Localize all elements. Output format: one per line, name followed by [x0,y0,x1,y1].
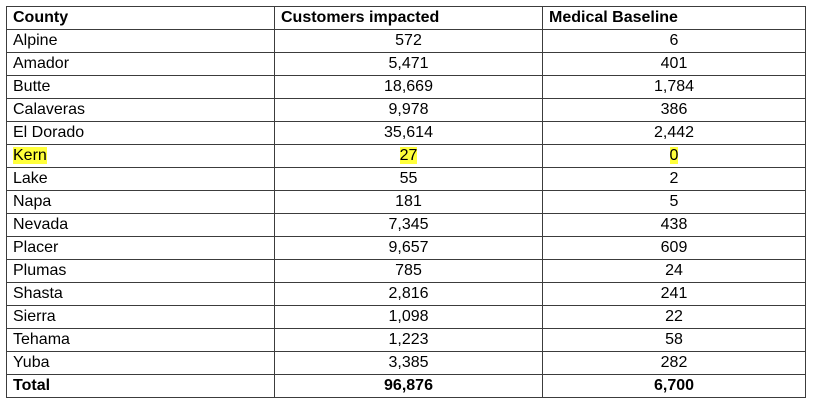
medical-cell: 401 [542,52,806,76]
medical-cell: 241 [542,282,806,306]
table-row: Plumas 785 24 [6,259,806,283]
customers-cell: 1,098 [274,305,543,329]
medical-cell: 2,442 [542,121,806,145]
customers-cell: 181 [274,190,543,214]
table-row: Sierra 1,098 22 [6,305,806,329]
medical-cell: 2 [542,167,806,191]
customers-cell: 27 [274,144,543,168]
medical-cell: 24 [542,259,806,283]
medical-cell: 0 [542,144,806,168]
customers-cell: 5,471 [274,52,543,76]
table-row-highlighted: Kern 27 0 [6,144,806,168]
customers-cell: 3,385 [274,351,543,375]
medical-cell: 1,784 [542,75,806,99]
table-row: Alpine 572 6 [6,29,806,53]
customers-cell: 572 [274,29,543,53]
county-cell: Amador [6,52,275,76]
county-cell: Placer [6,236,275,260]
county-cell: Kern [6,144,275,168]
table-row: Placer 9,657 609 [6,236,806,260]
table-row: Napa 181 5 [6,190,806,214]
highlighted-text: 0 [669,147,679,164]
total-medical: 6,700 [542,374,806,398]
county-cell: Plumas [6,259,275,283]
county-cell: Shasta [6,282,275,306]
county-cell: Calaveras [6,98,275,122]
county-cell: Tehama [6,328,275,352]
medical-cell: 22 [542,305,806,329]
county-cell: El Dorado [6,121,275,145]
customers-cell: 9,978 [274,98,543,122]
table-row: Butte 18,669 1,784 [6,75,806,99]
header-row: County Customers impacted Medical Baseli… [6,6,806,30]
medical-cell: 609 [542,236,806,260]
customers-cell: 1,223 [274,328,543,352]
customers-cell: 785 [274,259,543,283]
county-cell: Alpine [6,29,275,53]
header-customers-impacted: Customers impacted [274,6,543,30]
customers-cell: 55 [274,167,543,191]
highlighted-text: 27 [399,147,418,164]
medical-cell: 58 [542,328,806,352]
customers-cell: 2,816 [274,282,543,306]
medical-cell: 282 [542,351,806,375]
table-row: Lake 55 2 [6,167,806,191]
table-row: Yuba 3,385 282 [6,351,806,375]
medical-cell: 6 [542,29,806,53]
medical-cell: 438 [542,213,806,237]
county-cell: Butte [6,75,275,99]
table-row: Tehama 1,223 58 [6,328,806,352]
county-outage-table: County Customers impacted Medical Baseli… [6,6,806,398]
customers-cell: 35,614 [274,121,543,145]
county-cell: Yuba [6,351,275,375]
total-customers: 96,876 [274,374,543,398]
header-county: County [6,6,275,30]
header-medical-baseline: Medical Baseline [542,6,806,30]
highlighted-text: Kern [13,147,47,164]
customers-cell: 9,657 [274,236,543,260]
table-row: El Dorado 35,614 2,442 [6,121,806,145]
table-row: Nevada 7,345 438 [6,213,806,237]
county-cell: Lake [6,167,275,191]
table-row: Shasta 2,816 241 [6,282,806,306]
total-row: Total 96,876 6,700 [6,374,806,398]
customers-cell: 7,345 [274,213,543,237]
table-row: Amador 5,471 401 [6,52,806,76]
total-label: Total [6,374,275,398]
county-cell: Sierra [6,305,275,329]
table-row: Calaveras 9,978 386 [6,98,806,122]
county-cell: Napa [6,190,275,214]
county-cell: Nevada [6,213,275,237]
medical-cell: 386 [542,98,806,122]
medical-cell: 5 [542,190,806,214]
customers-cell: 18,669 [274,75,543,99]
